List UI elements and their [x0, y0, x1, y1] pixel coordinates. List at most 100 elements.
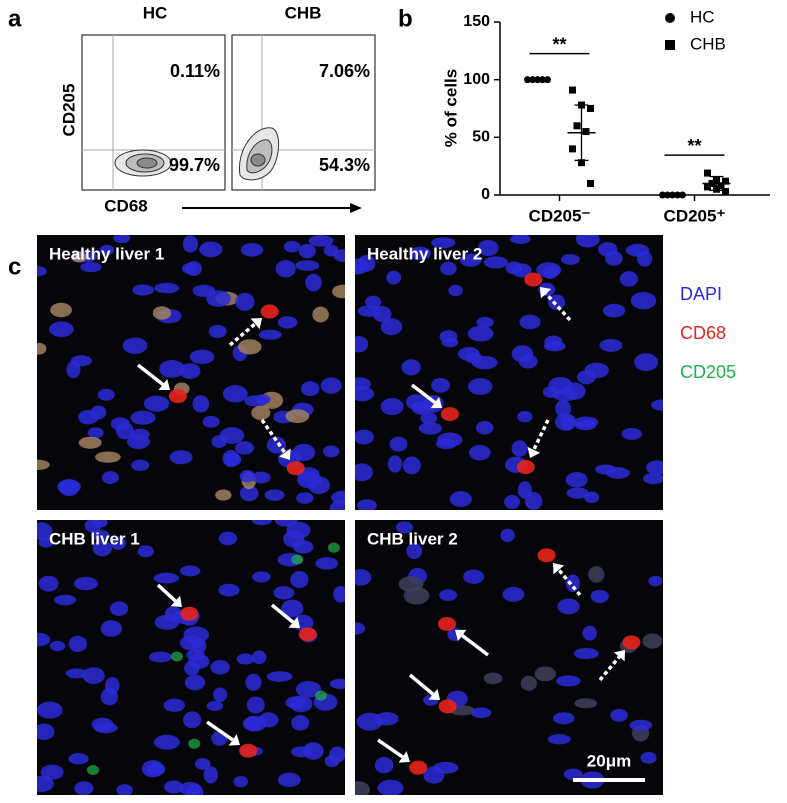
nucleus	[504, 494, 521, 510]
stain-label: CD205	[680, 362, 736, 382]
y-axis-label: % of cells	[441, 69, 460, 147]
arrow	[228, 322, 257, 347]
panel-label: c	[8, 253, 21, 280]
nucleus	[301, 381, 320, 397]
nucleus	[643, 472, 663, 485]
nucleus	[59, 479, 80, 497]
nucleus	[519, 314, 541, 330]
nucleus	[180, 565, 201, 577]
nucleus	[68, 753, 89, 765]
nucleus	[252, 571, 271, 583]
arrow	[377, 738, 404, 759]
nucleus	[588, 566, 605, 583]
nucleus	[598, 242, 618, 257]
arrow-head	[398, 751, 410, 763]
stain-label: DAPI	[680, 284, 722, 304]
nucleus	[122, 337, 148, 354]
data-point	[569, 145, 576, 153]
nucleus	[100, 687, 119, 706]
nucleus	[329, 678, 345, 690]
legend-label: HC	[690, 7, 715, 26]
stain-legend: DAPI CD68 CD205	[680, 284, 736, 382]
nucleus	[603, 303, 626, 318]
data-point	[587, 179, 594, 187]
nucleus	[357, 499, 377, 510]
significance-label: **	[552, 34, 566, 54]
arrow	[544, 292, 572, 322]
nucleus	[74, 781, 94, 795]
nucleus	[295, 680, 322, 698]
nucleus	[448, 284, 463, 297]
nucleus	[141, 760, 164, 778]
data-point	[529, 76, 536, 84]
nucleus	[179, 363, 201, 379]
nucleus	[202, 415, 220, 428]
nucleus	[100, 620, 123, 637]
nucleus	[389, 436, 408, 452]
nucleus	[132, 284, 154, 296]
nucleus	[651, 399, 663, 411]
nucleus	[505, 261, 523, 275]
nucleus	[184, 660, 200, 676]
nucleus	[281, 599, 304, 618]
nucleus	[244, 395, 268, 407]
arrow	[532, 419, 550, 451]
nucleus	[648, 575, 663, 587]
nucleus	[329, 499, 345, 510]
nucleus	[520, 675, 537, 691]
nucleus	[409, 246, 431, 261]
nucleus	[441, 337, 459, 348]
nucleus	[511, 345, 534, 363]
nucleus	[277, 316, 298, 329]
stain-label: CD68	[680, 323, 726, 343]
nucleus	[215, 489, 232, 501]
nucleus	[37, 723, 55, 741]
nucleus	[199, 241, 223, 258]
nucleus	[95, 451, 121, 463]
nucleus	[210, 659, 230, 675]
nucleus	[273, 586, 295, 600]
nucleus	[97, 388, 115, 401]
axis-arrow	[182, 203, 362, 213]
red-signal	[622, 635, 641, 650]
nucleus	[355, 263, 363, 274]
panel-label: b	[398, 5, 413, 32]
nucleus	[418, 422, 443, 435]
nucleus	[182, 235, 199, 253]
nucleus	[629, 719, 653, 732]
nucleus	[554, 413, 576, 431]
nucleus	[49, 640, 66, 652]
tile-title: Healthy liver 2	[367, 244, 482, 263]
nucleus	[599, 338, 623, 352]
nucleus	[73, 576, 99, 591]
nucleus	[235, 441, 254, 455]
arrow	[598, 655, 621, 682]
nucleus	[548, 376, 573, 395]
nucleus	[164, 780, 184, 794]
scale-bar-label: 20μm	[587, 751, 631, 770]
nucleus	[380, 318, 403, 336]
red-signal	[286, 461, 305, 476]
nucleus	[50, 302, 72, 318]
nucleus	[584, 362, 609, 379]
nucleus	[560, 254, 580, 265]
nucleus	[218, 583, 240, 597]
nucleus	[595, 464, 616, 475]
panel-label: a	[8, 5, 22, 32]
nucleus	[511, 440, 528, 457]
data-point	[578, 159, 585, 167]
red-signal	[180, 606, 199, 621]
nucleus	[386, 270, 402, 285]
nucleus	[189, 349, 215, 365]
x-axis-label: CD68	[104, 196, 147, 215]
nucleus	[54, 594, 77, 606]
nucleus	[312, 306, 329, 323]
red-signal	[537, 548, 556, 563]
red-signal	[438, 699, 457, 714]
nucleus	[78, 409, 99, 425]
nucleus	[285, 409, 310, 423]
nucleus	[431, 237, 456, 249]
data-point	[659, 191, 666, 199]
nucleus	[211, 435, 227, 448]
nucleus	[553, 712, 575, 725]
